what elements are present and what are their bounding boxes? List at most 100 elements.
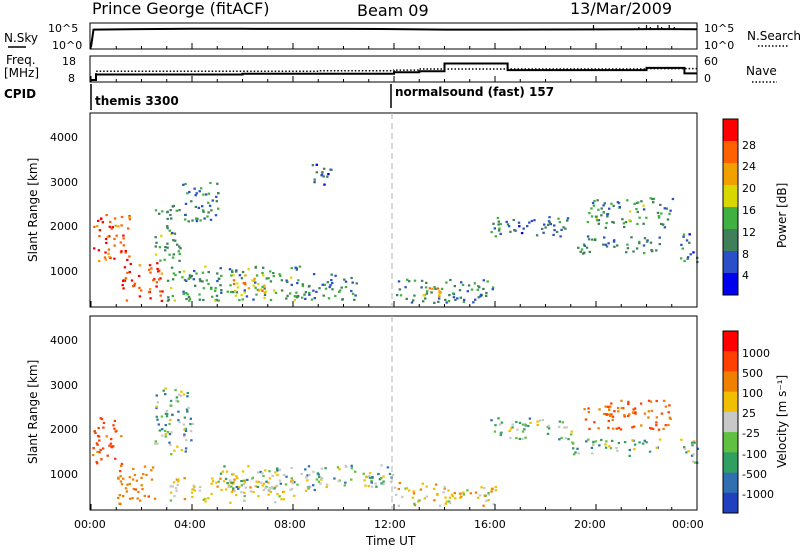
velocity-cell bbox=[300, 472, 303, 475]
power-cell bbox=[214, 289, 217, 292]
velocity-cbar-tick-m100: -100 bbox=[742, 448, 767, 461]
velocity-cell bbox=[234, 494, 238, 497]
velocity-cell bbox=[243, 481, 247, 484]
velocity-cell bbox=[280, 498, 283, 501]
power-cell bbox=[170, 266, 174, 269]
power-cell bbox=[492, 222, 495, 225]
power-cell bbox=[171, 278, 175, 281]
power-cell bbox=[474, 298, 477, 301]
power-cell bbox=[517, 221, 521, 224]
power-cell bbox=[235, 269, 238, 272]
power-cell bbox=[301, 284, 305, 288]
power-cell bbox=[113, 244, 116, 247]
velocity-cell bbox=[438, 504, 442, 507]
velocity-cell bbox=[289, 488, 292, 491]
power-cell bbox=[438, 290, 441, 293]
power-cell bbox=[280, 279, 284, 282]
power-cbar-tick-28: 28 bbox=[742, 139, 756, 152]
velocity-cell bbox=[587, 407, 590, 410]
velocity-cell bbox=[278, 495, 281, 498]
power-cell bbox=[628, 219, 631, 222]
velocity-cell bbox=[293, 494, 296, 497]
power-cell bbox=[355, 282, 358, 285]
velocity-cell bbox=[92, 454, 95, 457]
power-cell bbox=[204, 265, 207, 268]
velocity-cell bbox=[227, 484, 230, 487]
power-cell bbox=[272, 275, 275, 278]
power-cell bbox=[178, 271, 181, 274]
power-cell bbox=[148, 268, 151, 271]
velocity-cell bbox=[96, 462, 99, 465]
velocity-cell bbox=[306, 474, 309, 477]
velocity-cell bbox=[153, 497, 157, 500]
power-cell bbox=[159, 294, 162, 297]
velocity-cell bbox=[122, 477, 125, 480]
power-cell bbox=[215, 195, 218, 198]
velocity-cell bbox=[494, 424, 497, 427]
velocity-cell bbox=[442, 491, 445, 494]
colorbar-segment bbox=[723, 411, 738, 433]
velocity-cell bbox=[587, 411, 590, 414]
velocity-cell bbox=[527, 424, 530, 428]
velocity-cell bbox=[592, 444, 595, 447]
power-cell bbox=[606, 215, 609, 218]
power-cell bbox=[304, 297, 307, 300]
velocity-cell bbox=[128, 497, 132, 500]
velocity-cell bbox=[119, 475, 122, 478]
velocity-cell bbox=[608, 445, 611, 448]
velocity-cell bbox=[97, 435, 101, 438]
velocity-cell bbox=[585, 440, 588, 443]
nave-tick-bottom: 0 bbox=[704, 72, 711, 85]
velocity-cell bbox=[368, 475, 371, 478]
power-cell bbox=[245, 295, 249, 298]
power-cell bbox=[497, 223, 500, 226]
velocity-cell bbox=[113, 419, 117, 422]
power-cell bbox=[96, 225, 99, 228]
velocity-cell bbox=[453, 492, 456, 495]
power-cell bbox=[110, 227, 113, 230]
power-cell bbox=[588, 212, 591, 215]
power-cell bbox=[562, 226, 565, 229]
velocity-cell bbox=[683, 447, 687, 451]
power-cell bbox=[661, 223, 665, 226]
power-cell bbox=[285, 297, 288, 300]
velocity-cell bbox=[691, 460, 695, 463]
velocity-cell bbox=[241, 479, 245, 482]
velocity-cell bbox=[482, 504, 485, 507]
velocity-cell bbox=[524, 436, 527, 439]
power-cell bbox=[310, 298, 314, 301]
velocity-cell bbox=[669, 417, 672, 420]
velocity-cell bbox=[434, 483, 438, 486]
velocity-cell bbox=[567, 438, 570, 441]
power-cell bbox=[171, 256, 175, 259]
velocity-cell bbox=[605, 440, 608, 443]
power-cell bbox=[513, 229, 516, 232]
velocity-cell bbox=[583, 408, 586, 411]
power-cbar-tick-4: 4 bbox=[742, 269, 749, 282]
velocity-cell bbox=[308, 473, 311, 477]
power-cell bbox=[669, 209, 672, 212]
velocity-cell bbox=[491, 487, 494, 490]
power-cell bbox=[193, 187, 196, 190]
velocity-cell bbox=[168, 422, 171, 426]
power-cell bbox=[171, 231, 174, 235]
power-cell bbox=[286, 280, 289, 283]
velocity-cell bbox=[110, 446, 113, 449]
power-cell bbox=[220, 291, 223, 294]
power-cell bbox=[272, 272, 275, 275]
velocity-cell bbox=[230, 490, 234, 493]
velocity-ytick-2000: 2000 bbox=[50, 423, 78, 436]
velocity-cell bbox=[647, 410, 650, 413]
power-cell bbox=[211, 295, 214, 298]
power-cell bbox=[231, 270, 234, 274]
power-cell bbox=[452, 292, 455, 295]
velocity-cbar-tick-m500: -500 bbox=[742, 468, 767, 481]
power-cell bbox=[318, 287, 321, 290]
power-cell bbox=[184, 218, 187, 221]
velocity-cell bbox=[114, 430, 117, 433]
velocity-cell bbox=[607, 426, 610, 429]
power-cell bbox=[206, 215, 209, 218]
velocity-cell bbox=[256, 485, 259, 488]
power-cell bbox=[101, 221, 105, 224]
power-cell bbox=[682, 233, 686, 236]
